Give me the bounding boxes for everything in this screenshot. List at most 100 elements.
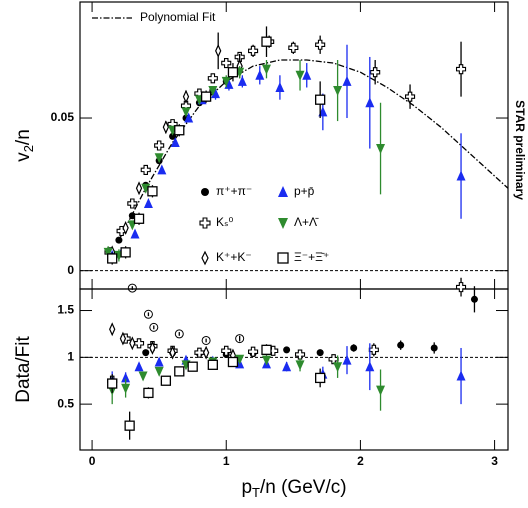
marker: [143, 387, 154, 399]
marker: [261, 64, 271, 75]
marker: [455, 64, 467, 75]
marker: [455, 282, 467, 293]
marker: [470, 295, 478, 303]
marker: [130, 228, 140, 239]
marker: [315, 372, 326, 384]
x-tick-label: 2: [357, 454, 364, 468]
marker: [170, 136, 180, 147]
legend-marker: [277, 252, 289, 264]
marker: [370, 67, 381, 78]
marker: [221, 58, 232, 69]
x-tick-label: 1: [223, 454, 230, 468]
marker: [255, 69, 265, 80]
marker: [261, 344, 272, 355]
marker: [288, 42, 299, 53]
marker: [294, 349, 306, 360]
marker: [342, 354, 352, 365]
marker: [221, 345, 232, 356]
fit-curve: [118, 59, 509, 241]
marker: [261, 36, 272, 47]
legend-marker: [278, 186, 288, 197]
marker: [221, 76, 231, 87]
marker: [376, 385, 386, 396]
marker: [227, 67, 239, 78]
marker: [376, 144, 386, 155]
marker: [127, 198, 138, 209]
marker: [154, 366, 164, 377]
marker: [154, 153, 164, 164]
x-axis-label-rest: /n (GeV/c): [260, 477, 347, 498]
marker: [365, 97, 375, 108]
marker: [127, 283, 137, 293]
y-tick-label: 0.5: [57, 396, 74, 410]
marker: [154, 140, 165, 151]
marker: [200, 91, 212, 102]
marker: [261, 355, 271, 366]
marker: [107, 253, 118, 264]
marker: [149, 341, 156, 355]
marker: [248, 45, 259, 56]
marker: [235, 334, 245, 344]
x-tick-label: 3: [491, 454, 498, 468]
marker: [237, 75, 247, 86]
legend-label: K⁺+K⁻: [216, 250, 252, 264]
y-axis-label: Data/Fit: [13, 336, 34, 403]
marker: [147, 186, 158, 197]
marker: [333, 362, 343, 373]
legend-marker: [278, 218, 288, 229]
x-axis-label-sub: T: [252, 485, 260, 500]
marker: [215, 43, 222, 58]
legend-label: Polynomial Fit: [140, 10, 216, 24]
marker: [208, 86, 218, 97]
legend-label: Λ+Λ̄: [294, 215, 319, 229]
marker: [282, 361, 292, 372]
marker: [154, 356, 164, 367]
marker: [119, 331, 127, 346]
y-tick-label: 0.05: [51, 110, 75, 124]
marker: [275, 81, 285, 92]
y-axis-label-rest: /n: [13, 129, 34, 145]
y-axis-label: v2/n: [13, 129, 36, 162]
marker: [315, 94, 326, 105]
marker: [207, 359, 218, 370]
marker: [302, 69, 312, 80]
marker: [405, 91, 416, 102]
marker: [350, 344, 358, 352]
y-tick-label: 1: [67, 350, 74, 364]
marker: [134, 361, 144, 372]
side-note: STAR preliminary: [513, 100, 527, 200]
marker: [129, 336, 136, 351]
marker: [138, 371, 148, 382]
marker: [160, 375, 172, 386]
legend-marker: [201, 188, 209, 196]
marker: [295, 360, 305, 371]
marker: [133, 338, 145, 349]
marker: [201, 335, 211, 345]
marker: [142, 349, 150, 357]
y-tick-label: 0: [67, 263, 74, 277]
marker: [122, 220, 129, 235]
marker: [456, 370, 466, 381]
marker: [283, 346, 291, 354]
marker: [456, 170, 466, 181]
marker: [248, 346, 259, 357]
marker: [143, 198, 153, 209]
marker: [124, 420, 135, 431]
legend-label: Kₛ⁰: [216, 215, 233, 229]
marker: [316, 349, 324, 357]
marker: [187, 361, 198, 372]
marker: [227, 356, 239, 368]
marker: [149, 322, 159, 332]
marker: [121, 383, 131, 394]
legend-marker: [201, 250, 209, 266]
marker: [333, 86, 343, 97]
marker: [182, 89, 190, 104]
marker: [342, 75, 352, 86]
marker: [295, 70, 305, 81]
x-axis-label-base: p: [241, 477, 252, 498]
marker: [135, 181, 143, 196]
x-tick-label: 0: [89, 454, 96, 468]
marker: [133, 213, 145, 224]
marker: [211, 88, 221, 99]
